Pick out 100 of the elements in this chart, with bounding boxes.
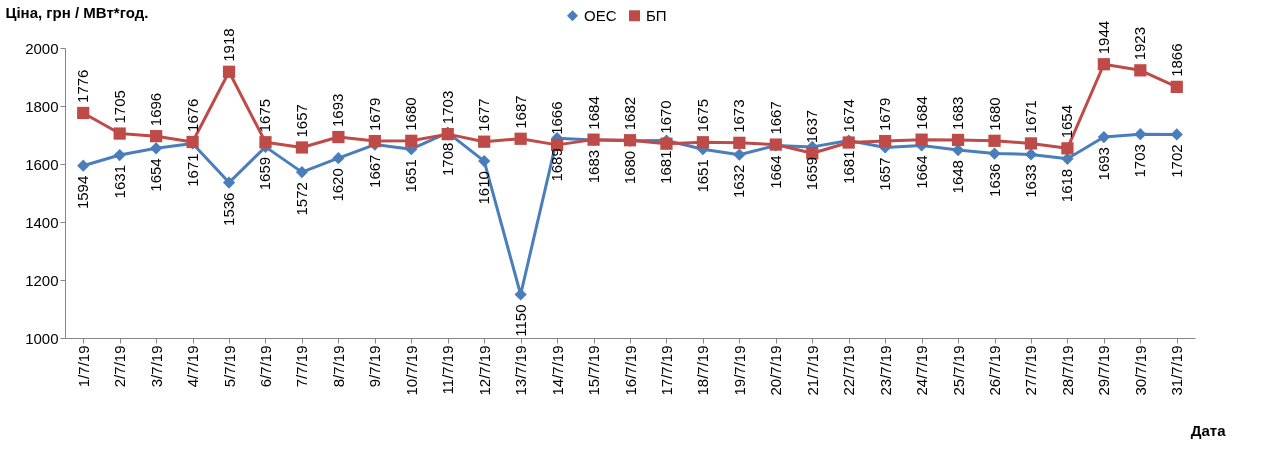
data-label: 1664 <box>912 155 930 189</box>
point <box>733 136 746 149</box>
x-axis-title: Дата <box>1190 421 1227 439</box>
data-label: 1631 <box>110 165 128 199</box>
x-tick-label: 5/7/19 <box>220 345 238 388</box>
data-label: 1683 <box>949 96 967 130</box>
data-label: 1696 <box>147 92 165 127</box>
legend-label: ОЕС <box>584 6 617 24</box>
data-label: 1667 <box>766 101 784 135</box>
data-label: 1671 <box>1021 100 1039 134</box>
point <box>478 154 491 168</box>
point <box>113 127 126 140</box>
x-tick-label: 21/7/19 <box>803 345 821 396</box>
y-tick-label: 1600 <box>25 155 59 173</box>
data-label: 1670 <box>657 100 675 134</box>
point <box>1134 64 1147 77</box>
data-label: 1680 <box>621 150 638 185</box>
point <box>405 134 418 147</box>
point <box>915 133 928 146</box>
point <box>150 142 163 155</box>
x-tick-label: 15/7/19 <box>585 345 603 396</box>
x-tick-label: 25/7/19 <box>949 345 967 396</box>
point <box>222 176 236 189</box>
data-label: 1708 <box>438 142 456 177</box>
x-tick-label: 27/7/19 <box>1022 345 1040 396</box>
data-label: 1703 <box>1131 144 1149 178</box>
data-label: 1620 <box>329 168 347 202</box>
x-tick-label: 16/7/19 <box>621 345 639 396</box>
data-label: 1654 <box>1058 104 1076 139</box>
y-axis-title: Ціна, грн / МВт*год. <box>5 3 149 21</box>
x-tick-label: 31/7/19 <box>1168 345 1186 396</box>
data-label: 1637 <box>803 109 821 144</box>
data-label: 1866 <box>1167 43 1185 77</box>
point <box>1061 142 1074 155</box>
point <box>295 166 309 179</box>
data-label: 1618 <box>1058 168 1076 203</box>
x-tick-label: 29/7/19 <box>1095 345 1113 396</box>
point <box>332 130 345 144</box>
x-tick-label: 7/7/19 <box>293 345 311 388</box>
data-label: 1536 <box>220 192 238 226</box>
point <box>1097 130 1110 144</box>
data-label: 1657 <box>876 157 894 191</box>
x-tick-label: 10/7/19 <box>402 345 420 396</box>
point <box>988 134 1001 147</box>
x-tick-label: 1/7/19 <box>74 345 92 388</box>
data-label: 1664 <box>766 155 784 189</box>
data-label: 1687 <box>511 95 529 129</box>
x-tick-label: 23/7/19 <box>876 345 894 396</box>
data-label: 1684 <box>912 96 930 130</box>
data-label: 1681 <box>839 150 857 184</box>
y-tick-label: 1800 <box>25 97 59 115</box>
point <box>77 159 90 172</box>
x-tick-label: 6/7/19 <box>256 345 274 388</box>
data-label: 1636 <box>985 163 1003 197</box>
data-label: 1918 <box>220 28 238 62</box>
data-label: 1703 <box>438 90 456 125</box>
point <box>222 65 236 78</box>
x-tick-label: 18/7/19 <box>694 345 712 396</box>
data-label: 1610 <box>475 171 493 205</box>
point <box>988 147 1001 160</box>
data-label: 1682 <box>621 96 638 131</box>
data-label: 1659 <box>256 156 274 191</box>
x-tick-label: 20/7/19 <box>767 345 785 396</box>
point <box>696 136 710 149</box>
point <box>879 134 892 148</box>
y-tick-label: 2000 <box>25 39 59 57</box>
legend-label: БП <box>646 6 667 24</box>
point <box>77 106 90 120</box>
x-tick-label: 30/7/19 <box>1131 345 1149 396</box>
x-tick-label: 28/7/19 <box>1058 345 1076 396</box>
x-tick-label: 9/7/19 <box>366 345 384 388</box>
data-label: 1676 <box>183 98 201 132</box>
x-tick-label: 11/7/19 <box>439 345 457 395</box>
data-label: 1657 <box>292 104 310 138</box>
point <box>1170 80 1183 93</box>
y-tick-label: 1000 <box>25 329 59 347</box>
point <box>478 135 491 148</box>
data-label: 1675 <box>256 98 274 133</box>
x-tick-label: 14/7/19 <box>548 345 566 396</box>
data-label: 1654 <box>147 158 165 192</box>
data-label: 1683 <box>584 149 602 184</box>
data-label: 1666 <box>548 101 566 135</box>
y-tick-label: 1400 <box>25 213 59 231</box>
data-label: 1679 <box>876 97 894 132</box>
data-label: 1680 <box>402 97 420 131</box>
point <box>368 134 381 148</box>
point <box>1024 137 1038 150</box>
x-tick-label: 17/7/19 <box>657 345 675 396</box>
point <box>295 141 309 154</box>
data-label: 1150 <box>511 304 529 337</box>
x-tick-label: 3/7/19 <box>147 345 165 388</box>
x-tick-label: 19/7/19 <box>730 345 748 396</box>
x-tick-label: 2/7/19 <box>111 345 129 388</box>
data-label: 1594 <box>74 175 92 210</box>
data-label: 1648 <box>949 160 967 194</box>
data-label: 1674 <box>839 99 857 133</box>
x-tick-label: 22/7/19 <box>840 345 858 396</box>
data-label: 1679 <box>365 97 383 132</box>
data-label: 1689 <box>548 148 566 182</box>
data-label: 1667 <box>365 154 383 188</box>
